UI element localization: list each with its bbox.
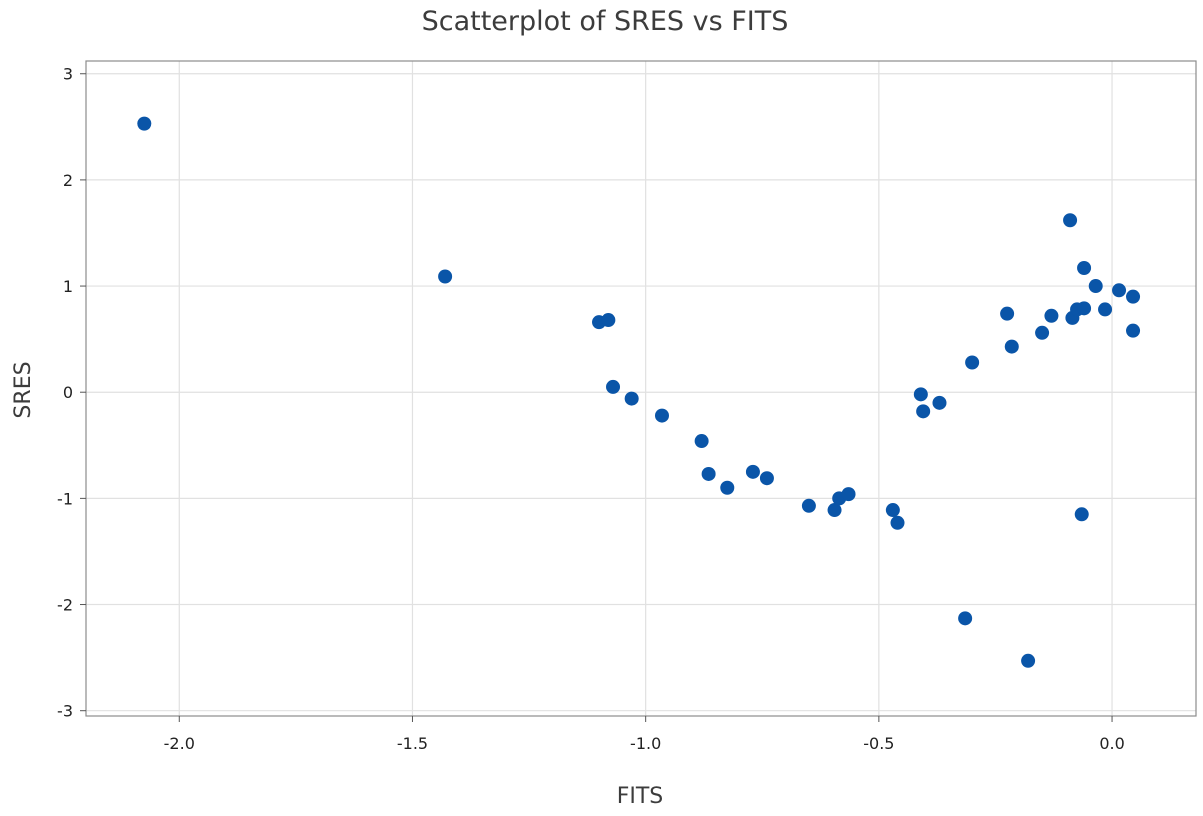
- y-tick-label: -3: [57, 702, 73, 721]
- data-point: [1126, 289, 1141, 304]
- data-point: [1112, 283, 1127, 298]
- data-point: [606, 379, 621, 394]
- axis-ticks: -2.0 -1.5 -1.0 -0.5 0.0 -3 -2 -1 0 1 2 3: [57, 65, 1125, 753]
- data-point: [1098, 302, 1113, 317]
- data-point: [890, 515, 905, 530]
- data-point: [1077, 261, 1092, 276]
- y-tick-label: -2: [57, 596, 73, 615]
- data-point: [1063, 213, 1078, 228]
- data-point: [701, 466, 716, 481]
- data-point: [1004, 339, 1019, 354]
- data-point: [1000, 306, 1015, 321]
- data-point: [438, 269, 453, 284]
- x-axis-label: FITS: [617, 784, 664, 809]
- data-point: [1044, 308, 1059, 323]
- y-tick-label: -1: [57, 489, 73, 508]
- data-points: [137, 116, 1141, 668]
- y-tick-label: 1: [63, 277, 73, 296]
- data-point: [913, 387, 928, 402]
- data-point: [720, 480, 735, 495]
- x-tick-label: -1.0: [630, 734, 661, 753]
- data-point: [801, 498, 816, 513]
- data-point: [1035, 325, 1050, 340]
- data-point: [958, 611, 973, 626]
- data-point: [624, 391, 639, 406]
- y-tick-label: 0: [63, 383, 73, 402]
- data-point: [1088, 279, 1103, 294]
- data-point: [965, 355, 980, 370]
- data-point: [916, 404, 931, 419]
- grid-lines: [86, 61, 1196, 716]
- data-point: [1074, 507, 1089, 522]
- plot-frame: [85, 60, 1197, 717]
- data-point: [932, 395, 947, 410]
- y-tick-label: 2: [63, 171, 73, 190]
- data-point: [841, 487, 856, 502]
- chart-title: Scatterplot of SRES vs FITS: [422, 6, 789, 37]
- x-tick-label: -2.0: [164, 734, 195, 753]
- data-point: [759, 471, 774, 486]
- data-point: [1126, 323, 1141, 338]
- data-point: [885, 503, 900, 518]
- y-tick-label: 3: [63, 65, 73, 84]
- x-tick-label: -1.5: [397, 734, 428, 753]
- data-point: [601, 313, 616, 328]
- y-axis-label: SRES: [11, 361, 36, 418]
- data-point: [1077, 301, 1092, 316]
- data-point: [654, 408, 669, 423]
- data-point: [1021, 653, 1036, 668]
- x-tick-label: 0.0: [1099, 734, 1124, 753]
- data-point: [137, 116, 152, 131]
- x-tick-label: -0.5: [863, 734, 894, 753]
- data-point: [745, 464, 760, 479]
- data-point: [827, 503, 842, 518]
- data-point: [694, 434, 709, 449]
